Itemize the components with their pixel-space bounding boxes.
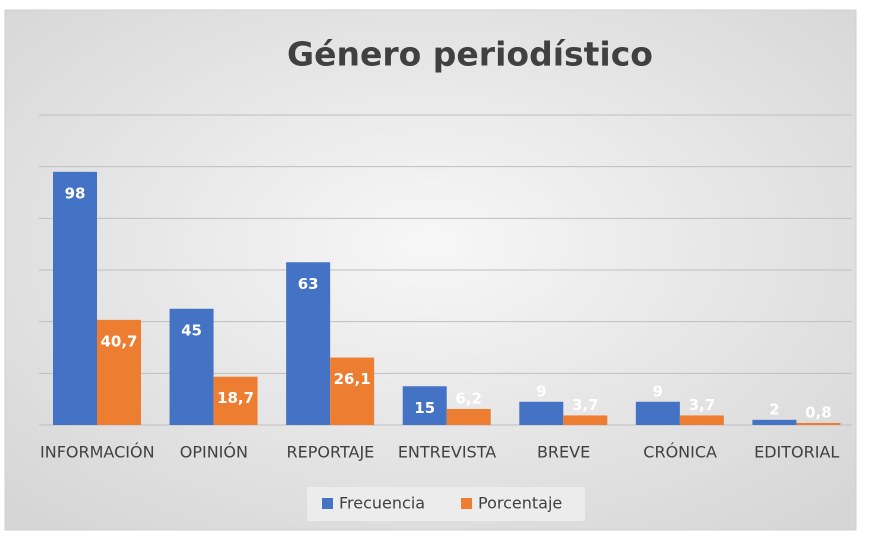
data-label: 2 [769, 400, 779, 418]
chart-title: Género periodístico [287, 35, 653, 74]
bar [635, 401, 680, 425]
bar [330, 357, 375, 425]
data-label: 98 [65, 184, 86, 202]
bar [679, 415, 724, 425]
bar [446, 408, 491, 425]
bar [402, 386, 447, 425]
x-tick-label: INFORMACIÓN [40, 443, 155, 462]
bar [563, 415, 608, 425]
bar [519, 401, 564, 425]
bar [213, 376, 258, 425]
data-label: 3,7 [572, 396, 599, 414]
x-tick-label: EDITORIAL [754, 443, 839, 462]
x-tick-label: REPORTAJE [287, 443, 375, 462]
legend-label: Porcentaje [478, 494, 562, 513]
bar [796, 422, 841, 425]
x-tick-label: CRÓNICA [643, 443, 717, 462]
bar [286, 262, 331, 425]
data-label: 6,2 [455, 389, 482, 407]
bar [169, 308, 214, 425]
x-tick-label: ENTREVISTA [398, 443, 496, 462]
data-label: 9 [536, 382, 546, 400]
legend-swatch [461, 498, 472, 509]
data-label: 63 [298, 275, 319, 293]
legend-box [307, 487, 585, 521]
x-tick-label: OPINIÓN [180, 443, 248, 462]
x-tick-label: BREVE [537, 443, 590, 462]
data-label: 3,7 [689, 396, 716, 414]
data-label: 40,7 [100, 332, 137, 350]
data-label: 18,7 [217, 389, 254, 407]
data-label: 45 [181, 321, 202, 339]
bar [752, 419, 797, 425]
data-label: 0,8 [805, 403, 832, 421]
data-label: 9 [653, 382, 663, 400]
legend-label: Frecuencia [339, 494, 425, 513]
data-label: 15 [414, 399, 435, 417]
bar [97, 319, 141, 425]
bar [53, 171, 97, 425]
legend-swatch [322, 498, 333, 509]
data-label: 26,1 [334, 370, 371, 388]
